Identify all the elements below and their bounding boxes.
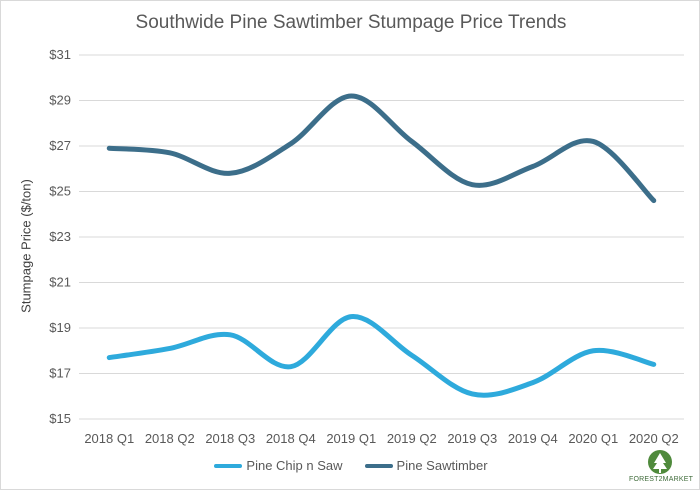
y-tick-label: $17 bbox=[49, 366, 71, 381]
legend: Pine Chip n Saw Pine Sawtimber bbox=[1, 458, 700, 473]
y-tick-label: $29 bbox=[49, 93, 71, 108]
x-tick-label: 2018 Q4 bbox=[266, 431, 316, 446]
x-tick-label: 2018 Q1 bbox=[84, 431, 134, 446]
y-tick-label: $31 bbox=[49, 47, 71, 62]
legend-item-chip-n-saw: Pine Chip n Saw bbox=[214, 458, 342, 473]
y-tick-label: $19 bbox=[49, 320, 71, 335]
x-tick-label: 2019 Q3 bbox=[447, 431, 497, 446]
legend-label-chip-n-saw: Pine Chip n Saw bbox=[246, 458, 342, 473]
y-tick-label: $27 bbox=[49, 138, 71, 153]
x-tick-label: 2020 Q2 bbox=[629, 431, 679, 446]
forest2market-logo: FOREST2MARKET bbox=[629, 449, 691, 487]
x-tick-label: 2018 Q2 bbox=[145, 431, 195, 446]
legend-swatch-chip-n-saw bbox=[214, 464, 242, 468]
x-tick-label: 2019 Q2 bbox=[387, 431, 437, 446]
logo-text: FOREST2MARKET bbox=[629, 476, 691, 483]
legend-label-sawtimber: Pine Sawtimber bbox=[397, 458, 488, 473]
legend-swatch-sawtimber bbox=[365, 464, 393, 468]
x-tick-label: 2019 Q4 bbox=[508, 431, 558, 446]
legend-item-sawtimber: Pine Sawtimber bbox=[365, 458, 488, 473]
series-line-1 bbox=[109, 96, 654, 201]
x-tick-label: 2020 Q1 bbox=[568, 431, 618, 446]
x-tick-label: 2018 Q3 bbox=[205, 431, 255, 446]
y-tick-label: $23 bbox=[49, 229, 71, 244]
y-tick-label: $25 bbox=[49, 184, 71, 199]
tree-icon bbox=[629, 449, 691, 477]
x-tick-label: 2019 Q1 bbox=[326, 431, 376, 446]
y-tick-label: $21 bbox=[49, 275, 71, 290]
y-tick-label: $15 bbox=[49, 411, 71, 426]
